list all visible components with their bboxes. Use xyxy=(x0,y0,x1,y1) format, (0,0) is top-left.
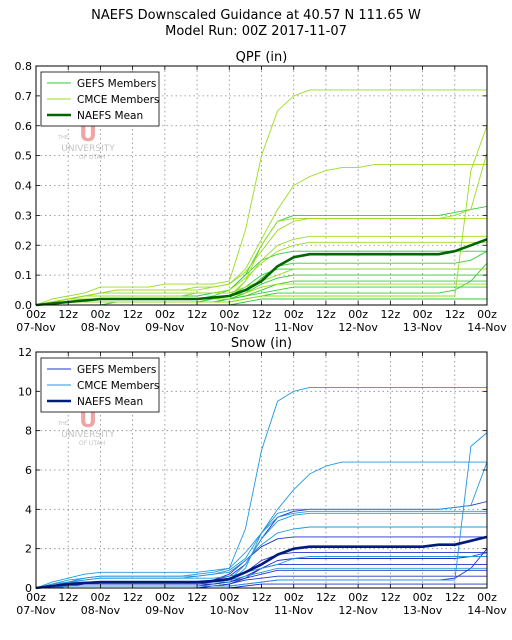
x-tick-label: 12z xyxy=(123,308,143,321)
x-date-label: 13-Nov xyxy=(403,604,443,617)
x-date-label: 09-Nov xyxy=(145,321,185,334)
x-tick-label: 12z xyxy=(316,591,336,604)
x-tick-label: 00z xyxy=(219,308,239,321)
x-date-label: 14-Nov xyxy=(467,321,507,334)
y-tick-label: 10 xyxy=(18,385,32,398)
x-tick-label: 00z xyxy=(348,591,368,604)
legend: GEFS Members CMCE Members NAEFS Mean xyxy=(40,71,160,127)
x-date-label: 12-Nov xyxy=(338,321,378,334)
x-date-label: 08-Nov xyxy=(81,604,121,617)
x-tick-label: 12z xyxy=(445,591,465,604)
x-tick-label: 00z xyxy=(26,591,46,604)
figure-title: NAEFS Downscaled Guidance at 40.57 N 111… xyxy=(91,8,421,23)
x-tick-label: 12z xyxy=(316,308,336,321)
x-tick-label: 12z xyxy=(187,308,207,321)
series-line-naefs-mean xyxy=(35,535,488,590)
x-tick-label: 00z xyxy=(219,591,239,604)
logo-mark: U xyxy=(79,408,97,433)
series-line-member xyxy=(35,556,487,589)
x-date-label: 07-Nov xyxy=(16,604,56,617)
logo-text-the: THE xyxy=(57,421,68,427)
x-tick-label: 00z xyxy=(413,308,433,321)
x-tick-label: 12z xyxy=(58,591,78,604)
x-tick-label: 00z xyxy=(348,308,368,321)
y-tick-label: 0.1 xyxy=(15,269,33,282)
legend-label: CMCE Members xyxy=(77,94,159,106)
series-line-member xyxy=(35,241,487,306)
x-date-label: 11-Nov xyxy=(274,604,314,617)
x-date-label: 13-Nov xyxy=(403,321,443,334)
x-date-label: 12-Nov xyxy=(338,604,378,617)
x-tick-label: 00z xyxy=(477,308,497,321)
y-tick-label: 0.4 xyxy=(15,180,33,193)
y-tick-label: 0.3 xyxy=(15,209,33,222)
y-tick-label: 6 xyxy=(25,464,32,477)
x-tick-label: 00z xyxy=(284,308,304,321)
logo-text-the: THE xyxy=(57,135,68,141)
series-line-member xyxy=(35,89,487,306)
logo-text-university: UNIVERSITY xyxy=(61,144,115,154)
legend-label: NAEFS Mean xyxy=(77,110,143,122)
x-tick-label: 12z xyxy=(187,591,207,604)
x-tick-label: 12z xyxy=(380,591,400,604)
logo-text-of-utah: OF UTAH xyxy=(79,154,105,161)
logo-text-university: UNIVERSITY xyxy=(61,430,115,440)
legend-label: NAEFS Mean xyxy=(77,396,143,408)
x-tick-label: 00z xyxy=(155,591,175,604)
y-tick-label: 8 xyxy=(25,425,32,438)
x-tick-label: 00z xyxy=(413,591,433,604)
x-tick-label: 00z xyxy=(155,308,175,321)
x-tick-label: 00z xyxy=(91,308,111,321)
y-tick-label: 0.5 xyxy=(15,150,33,163)
x-tick-label: 12z xyxy=(380,308,400,321)
y-tick-label: 0.8 xyxy=(15,60,33,73)
y-tick-label: 0.6 xyxy=(15,120,33,133)
y-tick-label: 0.0 xyxy=(15,299,33,312)
x-tick-label: 00z xyxy=(91,591,111,604)
series-line-member xyxy=(36,432,488,589)
panel-title: Snow (in) xyxy=(231,336,292,351)
y-tick-label: 4 xyxy=(25,503,32,516)
y-tick-label: 0 xyxy=(25,582,32,595)
figure-subtitle: Model Run: 00Z 2017-11-07 xyxy=(165,24,347,39)
series-line-naefs-mean xyxy=(35,238,488,307)
y-tick-label: 0.2 xyxy=(15,239,33,252)
panel-title: QPF (in) xyxy=(236,50,288,65)
x-date-label: 11-Nov xyxy=(274,321,314,334)
legend-label: CMCE Members xyxy=(77,380,159,392)
x-tick-label: 12z xyxy=(252,308,272,321)
x-date-label: 14-Nov xyxy=(467,604,507,617)
series-line-member xyxy=(35,386,487,589)
x-tick-label: 12z xyxy=(58,308,78,321)
y-tick-label: 0.7 xyxy=(15,90,33,103)
x-tick-label: 00z xyxy=(477,591,497,604)
x-date-label: 07-Nov xyxy=(16,321,56,334)
x-date-label: 10-Nov xyxy=(210,604,250,617)
x-tick-label: 12z xyxy=(445,308,465,321)
x-tick-label: 12z xyxy=(252,591,272,604)
x-tick-label: 00z xyxy=(26,308,46,321)
legend-label: GEFS Members xyxy=(77,364,156,376)
x-date-label: 09-Nov xyxy=(145,604,185,617)
x-date-label: 10-Nov xyxy=(210,321,250,334)
legend-label: GEFS Members xyxy=(77,78,156,90)
x-date-label: 08-Nov xyxy=(81,321,121,334)
y-tick-label: 2 xyxy=(25,543,32,556)
y-tick-label: 12 xyxy=(18,346,32,359)
x-tick-label: 12z xyxy=(123,591,143,604)
legend: GEFS Members CMCE Members NAEFS Mean xyxy=(40,357,160,413)
series-line-member xyxy=(36,125,488,306)
logo-mark: U xyxy=(79,122,97,147)
x-tick-label: 00z xyxy=(284,591,304,604)
logo-text-of-utah: OF UTAH xyxy=(79,440,105,447)
